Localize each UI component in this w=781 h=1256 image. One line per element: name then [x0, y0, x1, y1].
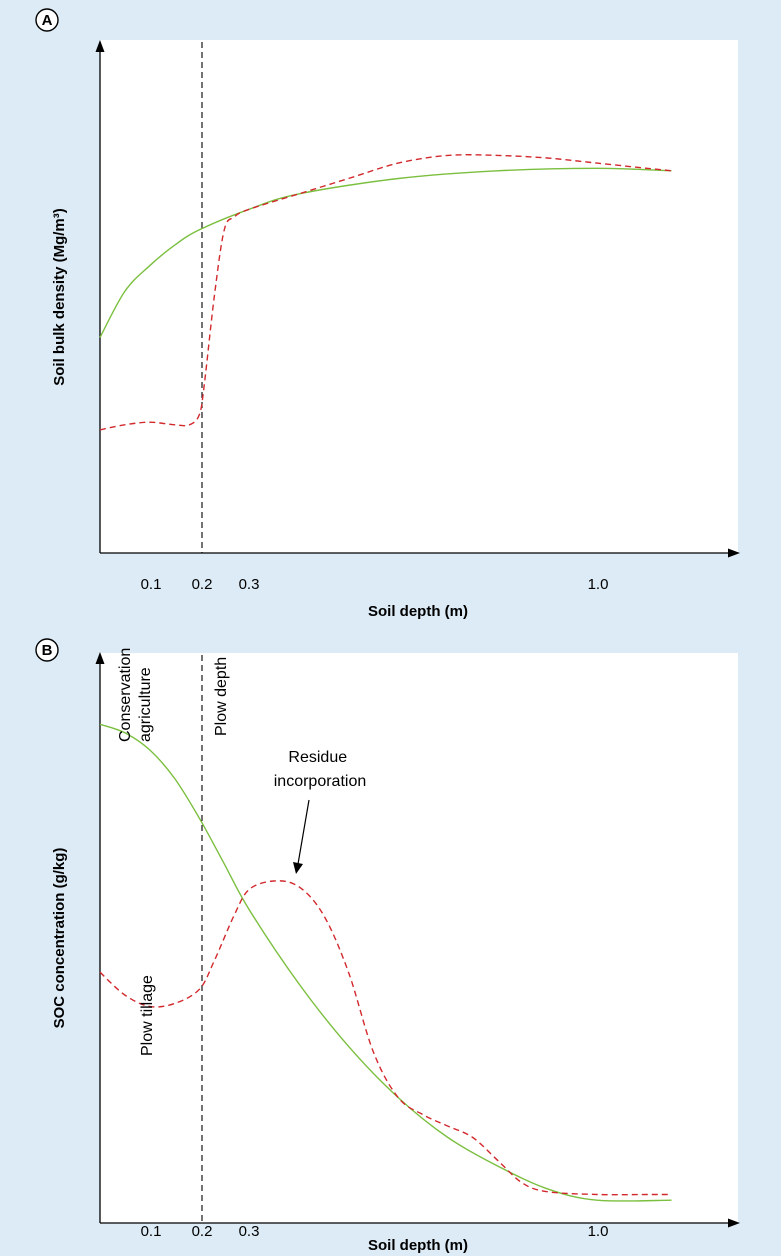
conservation-agriculture-label-line-1: Conservation	[117, 648, 134, 742]
y-axis-title-b: SOC concentration (g/kg)	[51, 848, 68, 1029]
plow-tillage-line-b	[99, 880, 672, 1196]
x-axis-arrow-a	[728, 548, 740, 558]
panel-letter-a: A	[42, 12, 53, 29]
x-tick-label-b-1.0: 1.0	[588, 1223, 609, 1240]
residue-incorporation-label: Residue incorporation	[274, 749, 367, 790]
plow-depth-label: Plow depth	[213, 657, 230, 736]
panel-letter-b: B	[42, 642, 53, 659]
x-tick-label-a-1.0: 1.0	[588, 576, 609, 593]
panel-letter-b-circle	[35, 638, 59, 662]
plot-area-b	[100, 653, 738, 1223]
panel-a: A 0.1 0.2 0.3 1.0 Soil depth (m) Soil bu…	[35, 8, 740, 620]
x-tick-label-a-0.3: 0.3	[239, 576, 260, 593]
y-axis-arrow-b	[95, 652, 105, 664]
x-tick-label-b-0.3: 0.3	[239, 1223, 260, 1240]
x-axis-title-a: Soil depth (m)	[368, 603, 468, 620]
panel-letter-a-circle	[35, 8, 59, 32]
plow-tillage-line-a	[99, 154, 672, 431]
residue-pointer-arrowhead	[293, 862, 303, 874]
x-axis-title-b: Soil depth (m)	[368, 1237, 468, 1254]
panel-b: B Conservation agriculture Plow depth Re…	[35, 638, 740, 1254]
conservation-agriculture-label: Conservation agriculture	[117, 643, 154, 742]
y-axis-title-a: Soil bulk density (Mg/m³)	[51, 208, 68, 386]
x-axis-arrow-b	[728, 1218, 740, 1228]
x-tick-label-a-0.1: 0.1	[141, 576, 162, 593]
plow-tillage-label: Plow tillage	[139, 975, 156, 1056]
conservation-agriculture-line-b	[99, 723, 672, 1202]
residue-incorporation-label-line-2: incorporation	[274, 773, 367, 790]
residue-incorporation-label-line-1: Residue	[288, 749, 347, 766]
x-tick-label-a-0.2: 0.2	[192, 576, 213, 593]
conservation-agriculture-label-line-2: agriculture	[137, 667, 154, 742]
x-tick-label-b-0.2: 0.2	[192, 1223, 213, 1240]
plot-area-a	[100, 40, 738, 553]
conservation-agriculture-line-a	[99, 167, 672, 338]
x-tick-label-b-0.1: 0.1	[141, 1223, 162, 1240]
residue-pointer-arrow	[297, 799, 310, 865]
y-axis-arrow-a	[95, 40, 105, 52]
